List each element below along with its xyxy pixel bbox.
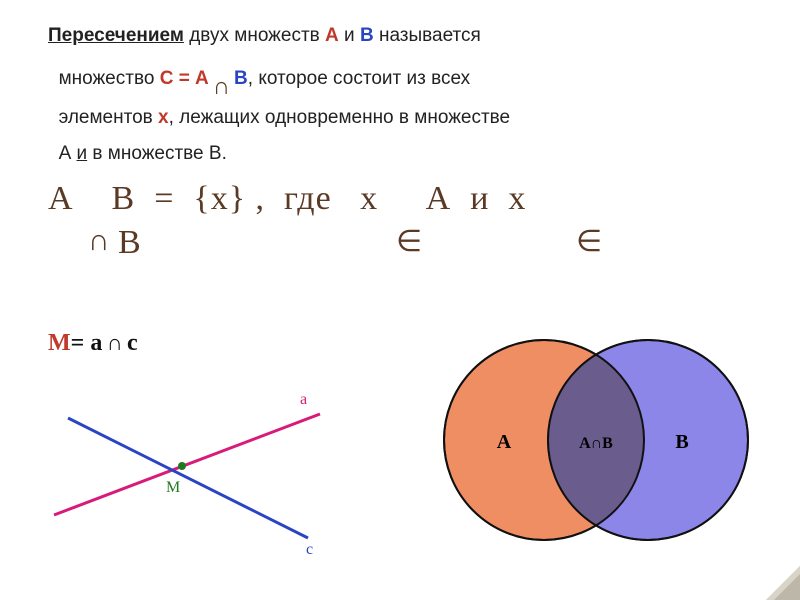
slide-root: Пересечением двух множеств А и В называе… <box>0 0 800 600</box>
line-a <box>54 414 320 515</box>
formula-intersect-icon: ∩ <box>88 224 110 258</box>
definition-text: Пересечением двух множеств А и В называе… <box>48 18 752 172</box>
def-x: х <box>158 107 169 128</box>
intersection-icon: ∩ <box>209 64 234 110</box>
venn-label-b: B <box>675 431 688 453</box>
formula-line1: А В = {х} , где х А и х <box>48 180 752 218</box>
def-and-u: и <box>77 143 88 164</box>
def-and: и <box>339 25 360 46</box>
venn-label-a: A <box>497 431 512 453</box>
def-AinB-pre: А <box>59 143 77 164</box>
page-curl-icon <box>766 566 800 600</box>
label-c: c <box>306 541 313 558</box>
formula-block: А В = {х} , где х А и х ∩ В ∈ ∈ <box>48 180 752 280</box>
def-elements: элементов <box>59 107 158 128</box>
word-intersection: Пересечением <box>48 25 184 46</box>
element-of-icon-1: ∈ <box>396 224 422 259</box>
lines-diagram: a c М <box>38 380 338 560</box>
def-set-word: множество <box>59 68 160 89</box>
def-B: В <box>360 25 374 46</box>
def-which: , которое состоит из всех <box>248 68 470 89</box>
intersection-icon-small: ∩ <box>102 330 127 355</box>
venn-label-ab: А∩В <box>579 435 613 452</box>
def-AinB-post: в множестве В. <box>87 143 227 164</box>
def-called: называется <box>374 25 481 46</box>
m-eq-eq: = <box>71 330 91 356</box>
def-frag-1: двух множеств <box>184 25 325 46</box>
m-eq-a: а <box>90 330 102 356</box>
venn-diagram: A А∩В B <box>426 310 756 570</box>
def-CeqA: С = А <box>160 68 209 89</box>
point-m <box>178 462 186 470</box>
label-m: М <box>166 479 180 496</box>
m-eq-c: с <box>127 330 138 356</box>
lower-region: М= а ∩ с a c М A А∩В B <box>48 330 776 600</box>
m-eq-M: М <box>48 330 71 356</box>
def-A: А <box>325 25 339 46</box>
def-B2: В <box>234 68 248 89</box>
def-lying: , лежащих одновременно в множестве <box>169 107 511 128</box>
formula-B: В <box>118 224 141 262</box>
label-a: a <box>300 391 307 408</box>
line-c <box>68 418 308 538</box>
element-of-icon-2: ∈ <box>576 224 602 259</box>
